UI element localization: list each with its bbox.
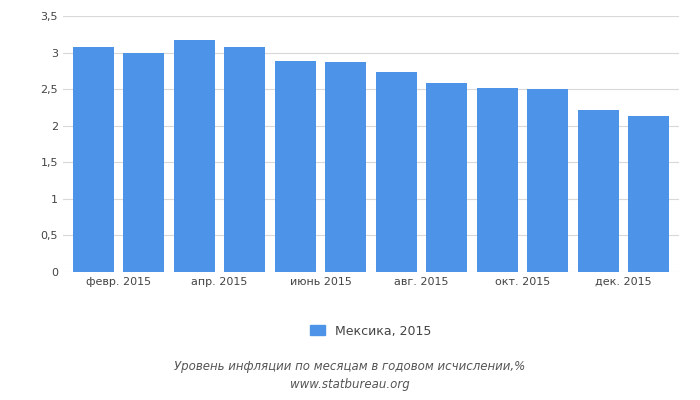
Bar [224,47,265,272]
Bar [375,72,417,272]
Text: Уровень инфляции по месяцам в годовом исчислении,%: Уровень инфляции по месяцам в годовом ис… [174,360,526,373]
Bar [578,110,619,272]
Text: www.statbureau.org: www.statbureau.org [290,378,410,391]
Bar [477,88,518,272]
Bar [123,52,164,272]
Legend: Мексика, 2015: Мексика, 2015 [305,320,437,342]
Bar [628,116,669,272]
Bar [73,48,114,272]
Bar [325,62,367,272]
Bar [274,61,316,272]
Bar [527,89,568,272]
Bar [426,82,468,272]
Bar [174,40,215,272]
